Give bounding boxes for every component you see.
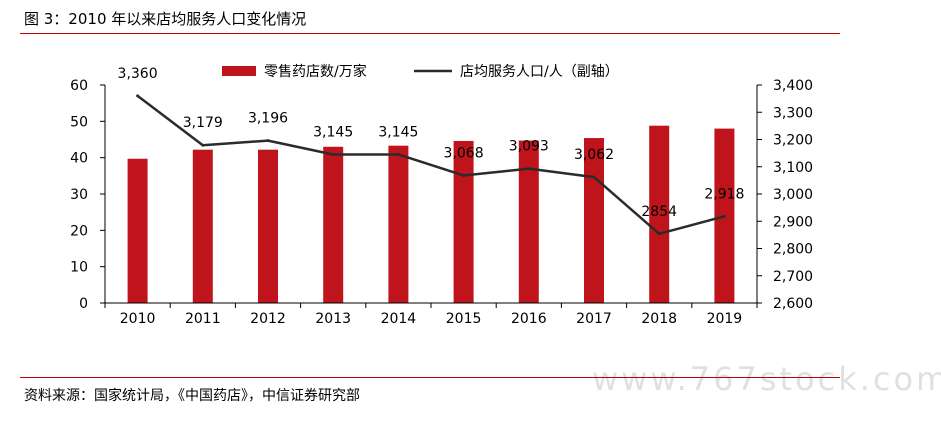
left-tick-label: 0: [79, 296, 88, 312]
line-point-2011: [201, 143, 205, 147]
left-tick-label: 30: [70, 187, 88, 203]
legend-line-label: 店均服务人口/人（副轴）: [460, 64, 619, 80]
x-tick-label: 2015: [446, 311, 482, 327]
line-data-label: 3,179: [183, 115, 223, 131]
line-data-label: 3,360: [118, 66, 158, 82]
x-tick-label: 2018: [641, 311, 677, 327]
bar-2016: [518, 140, 539, 303]
line-point-2014: [396, 152, 400, 156]
title-rule: [20, 33, 840, 34]
left-tick-label: 40: [70, 151, 88, 167]
legend-bar-swatch: [222, 66, 256, 76]
line-point-2012: [266, 139, 270, 143]
left-tick-label: 10: [70, 260, 88, 276]
right-tick-label: 3,200: [773, 133, 813, 149]
legend: 零售药店数/万家 店均服务人口/人（副轴）: [222, 63, 619, 80]
bar-2018: [649, 125, 670, 304]
x-tick-label: 2012: [250, 311, 286, 327]
x-tick-label: 2011: [185, 311, 221, 327]
line-data-label: 3,062: [574, 147, 614, 163]
right-tick-label: 2,900: [773, 214, 813, 230]
bar-2012: [258, 149, 278, 303]
x-tick-label: 2016: [511, 311, 547, 327]
bar-series: [127, 125, 735, 304]
tick-labels: 0 10 20 30 40 50 60 2,600 2,700 2,800 2,900 3,000 3,…: [70, 78, 813, 327]
source-rule: [20, 377, 840, 378]
line-data-label: 3,145: [378, 124, 418, 140]
x-tick-label: 2014: [381, 311, 417, 327]
population-line: [136, 94, 725, 236]
line-data-label: 3,068: [444, 145, 484, 161]
bar-2010: [127, 158, 148, 303]
left-tick-label: 60: [70, 78, 88, 94]
line-series: 3,360 3,179 3,196 3,145 3,145 3,068 3,093 3,062…: [118, 66, 744, 236]
right-tick-label: 2,700: [773, 269, 813, 285]
line-point-2018: [657, 232, 661, 236]
line-point-2013: [331, 152, 335, 156]
line-point-2019: [722, 214, 726, 218]
right-tick-label: 2,600: [773, 296, 813, 312]
right-tick-label: 3,300: [773, 105, 813, 121]
bar-2015: [453, 140, 474, 303]
line-data-label: 2854: [641, 204, 677, 220]
x-tick-label: 2017: [576, 311, 612, 327]
line-data-label: 3,093: [509, 139, 549, 155]
x-tick-label: 2019: [707, 311, 743, 327]
line-point-2017: [592, 175, 596, 179]
bar-2011: [192, 149, 213, 303]
right-tick-label: 3,000: [773, 187, 813, 203]
figure-title: 图 3：2010 年以来店均服务人口变化情况: [24, 10, 307, 28]
x-tick-label: 2013: [315, 311, 351, 327]
right-tick-label: 3,400: [773, 78, 813, 94]
line-point-2015: [462, 173, 466, 177]
line-point-2010: [136, 94, 140, 98]
line-data-label: 3,145: [313, 124, 353, 140]
right-tick-label: 2,800: [773, 242, 813, 258]
source-note: 资料来源：国家统计局，《中国药店》，中信证券研究部: [24, 388, 360, 404]
bar-2013: [323, 146, 344, 303]
bar-2017: [584, 138, 604, 303]
left-tick-label: 50: [70, 114, 88, 130]
line-point-2016: [527, 167, 531, 171]
watermark: www.767stock.com: [592, 360, 941, 398]
bar-2014: [388, 145, 409, 303]
x-tick-label: 2010: [120, 311, 156, 327]
line-data-label: 2,918: [704, 186, 744, 202]
legend-bar-label: 零售药店数/万家: [264, 63, 367, 80]
line-data-label: 3,196: [248, 111, 288, 127]
right-tick-label: 3,100: [773, 160, 813, 176]
left-tick-label: 20: [70, 223, 88, 239]
